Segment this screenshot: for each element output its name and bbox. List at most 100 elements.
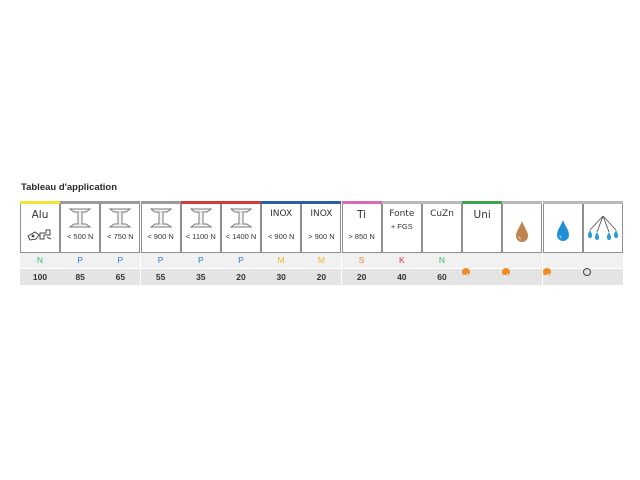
header-sublabel: > 850 N xyxy=(348,232,375,241)
check-icon xyxy=(502,268,511,278)
color-bar xyxy=(180,201,221,204)
table-column: INOX < 900 N M 30 xyxy=(261,201,302,286)
i-beam-icon xyxy=(149,208,173,233)
color-bar xyxy=(341,201,382,204)
table-column: Ti > 850 N S 20 xyxy=(341,201,382,286)
header-sublabel: < 750 N xyxy=(107,232,134,241)
material-code: M xyxy=(277,255,285,265)
value-text: 85 xyxy=(75,272,85,282)
material-cell: N xyxy=(422,253,462,268)
table-column: < 1100 N P 35 xyxy=(180,201,221,286)
material-cell: N xyxy=(20,253,60,268)
material-cell: K xyxy=(381,253,422,268)
value-cell: 60 xyxy=(422,269,462,285)
color-bar xyxy=(261,201,302,204)
value-text: 65 xyxy=(115,272,126,282)
i-beam-icon xyxy=(229,208,253,228)
color-bar xyxy=(462,201,503,204)
column-header: Ti > 850 N xyxy=(341,201,382,253)
color-bar xyxy=(502,201,543,204)
table-column: INOX > 900 N M 20 xyxy=(301,201,342,286)
material-code: P xyxy=(197,255,204,265)
color-bar xyxy=(542,201,583,204)
column-header: Fonte + FGS xyxy=(381,201,422,253)
check-icon xyxy=(462,268,471,278)
i-beam-icon xyxy=(108,208,132,233)
value-text xyxy=(462,268,502,278)
header-sublabel: < 900 N xyxy=(267,232,295,241)
value-cell xyxy=(462,268,503,285)
column-header xyxy=(502,201,543,253)
table-column: Alu N 100 xyxy=(20,201,60,286)
material-cell xyxy=(582,253,623,268)
material-cell: P xyxy=(60,253,101,268)
table-column: < 750 N P 65 xyxy=(100,201,141,286)
material-cell: M xyxy=(261,253,302,268)
value-cell: 20 xyxy=(341,269,382,285)
color-bar xyxy=(422,201,462,204)
material-cell: S xyxy=(341,253,382,268)
header-label: Alu xyxy=(31,209,49,221)
table-column: < 1400 N P 20 xyxy=(221,201,261,286)
header-sublabel: < 1100 N xyxy=(185,232,216,241)
table-column xyxy=(542,201,583,286)
header-sublabel: + FGS xyxy=(390,222,413,231)
value-text: 20 xyxy=(236,272,246,282)
color-bar xyxy=(381,201,422,204)
material-code: M xyxy=(317,255,325,265)
header-label: Ti xyxy=(357,209,367,221)
alu-parts-icon xyxy=(27,229,52,241)
material-code: P xyxy=(117,255,124,265)
material-code: P xyxy=(238,255,244,265)
table-column: < 900 N P 55 xyxy=(140,201,181,286)
column-header: CuZn xyxy=(422,201,462,253)
column-header: INOX < 900 N xyxy=(261,201,302,253)
check-mark-icon xyxy=(463,273,469,278)
check-mark-icon xyxy=(503,273,509,278)
value-cell: 100 xyxy=(20,269,60,285)
value-cell: 35 xyxy=(180,269,221,285)
column-header: < 1100 N xyxy=(180,201,221,253)
i-beam-icon xyxy=(149,208,173,228)
material-cell: P xyxy=(100,253,141,268)
value-text: 35 xyxy=(196,272,206,282)
color-bar xyxy=(60,201,101,204)
value-text xyxy=(542,268,583,278)
header-label: INOX xyxy=(310,209,333,219)
material-cell: P xyxy=(180,253,221,268)
oil-drop-icon xyxy=(514,220,530,249)
i-beam-icon xyxy=(68,208,92,228)
material-cell xyxy=(462,253,503,268)
table-column xyxy=(582,201,623,286)
header-label: Fonte xyxy=(389,209,415,219)
page-title: Tableau d'application xyxy=(21,182,118,193)
header-sublabel: < 1400 N xyxy=(225,232,257,241)
value-text: 60 xyxy=(437,272,447,282)
color-bar xyxy=(140,201,181,204)
value-text: 20 xyxy=(356,272,367,282)
spray-icon xyxy=(587,215,618,241)
value-text xyxy=(582,268,623,276)
i-beam-icon xyxy=(229,208,253,233)
value-cell: 40 xyxy=(381,269,422,285)
value-cell: 85 xyxy=(60,269,101,285)
table-column: Uni xyxy=(462,201,503,286)
table-column xyxy=(502,201,543,286)
material-code: S xyxy=(358,255,365,265)
value-cell: 65 xyxy=(100,269,141,285)
value-text: 40 xyxy=(397,272,407,282)
color-bar xyxy=(100,201,141,204)
header-sublabel: < 500 N xyxy=(66,232,94,241)
column-header: INOX > 900 N xyxy=(301,201,342,253)
column-header: < 1400 N xyxy=(221,201,261,253)
i-beam-icon xyxy=(108,208,132,228)
header-label: CuZn xyxy=(430,209,454,219)
value-text: 30 xyxy=(276,272,286,282)
material-code: P xyxy=(77,255,84,265)
water-drop-icon xyxy=(555,219,571,248)
column-header: < 500 N xyxy=(60,201,101,253)
value-text: 20 xyxy=(316,272,327,282)
column-header: Uni xyxy=(462,201,503,253)
header-label: Uni xyxy=(473,209,491,221)
material-code: N xyxy=(438,255,446,265)
